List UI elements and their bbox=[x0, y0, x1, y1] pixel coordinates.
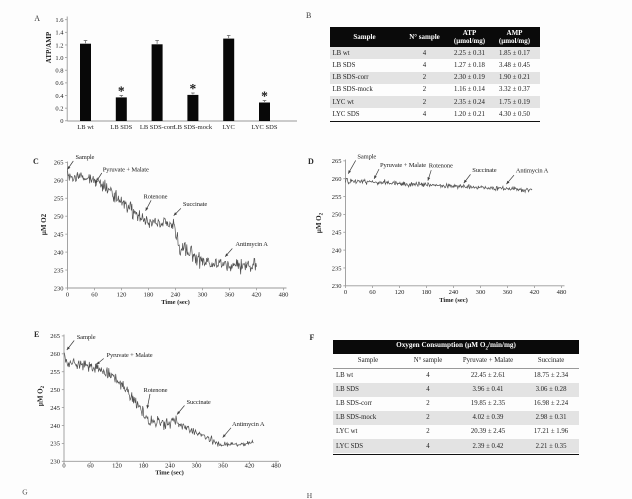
svg-text:300: 300 bbox=[476, 289, 486, 296]
svg-text:120: 120 bbox=[395, 289, 405, 296]
svg-text:360: 360 bbox=[218, 462, 228, 469]
svg-text:LB SDS-mock: LB SDS-mock bbox=[174, 124, 213, 131]
svg-text:LB SDS-corr: LB SDS-corr bbox=[140, 124, 175, 131]
svg-text:0.4: 0.4 bbox=[55, 93, 64, 100]
svg-text:255: 255 bbox=[50, 369, 60, 376]
svg-text:0.2: 0.2 bbox=[55, 105, 63, 112]
svg-text:245: 245 bbox=[50, 405, 60, 412]
svg-text:ATP/AMP: ATP/AMP bbox=[45, 31, 53, 63]
svg-text:255: 255 bbox=[54, 196, 64, 203]
svg-text:420: 420 bbox=[245, 462, 255, 469]
svg-text:1.0: 1.0 bbox=[55, 55, 63, 62]
svg-text:Succinate: Succinate bbox=[472, 167, 496, 174]
svg-text:Rotenone: Rotenone bbox=[144, 193, 168, 200]
svg-text:G: G bbox=[22, 488, 28, 497]
svg-text:μM O2: μM O2 bbox=[315, 212, 324, 233]
svg-text:230: 230 bbox=[332, 283, 342, 290]
svg-text:240: 240 bbox=[50, 423, 60, 430]
svg-text:300: 300 bbox=[198, 291, 208, 298]
svg-text:LB SDS: LB SDS bbox=[110, 124, 132, 131]
svg-text:60: 60 bbox=[87, 462, 94, 469]
svg-text:0.8: 0.8 bbox=[55, 68, 63, 75]
svg-text:Sample: Sample bbox=[357, 154, 376, 161]
svg-text:245: 245 bbox=[54, 231, 64, 238]
svg-text:240: 240 bbox=[165, 462, 175, 469]
svg-text:Antimycin A: Antimycin A bbox=[235, 241, 268, 248]
svg-text:Time (sec): Time (sec) bbox=[439, 297, 468, 304]
svg-text:B: B bbox=[306, 11, 311, 20]
svg-text:F: F bbox=[310, 333, 315, 342]
svg-text:360: 360 bbox=[503, 289, 513, 296]
svg-text:LYC SDS: LYC SDS bbox=[252, 124, 278, 131]
svg-text:0.6: 0.6 bbox=[55, 80, 64, 87]
svg-text:480: 480 bbox=[557, 289, 567, 296]
svg-text:μM O2: μM O2 bbox=[40, 213, 48, 235]
svg-text:360: 360 bbox=[225, 291, 235, 298]
svg-text:265: 265 bbox=[54, 160, 64, 167]
svg-text:180: 180 bbox=[422, 289, 432, 296]
svg-text:245: 245 bbox=[332, 230, 342, 237]
svg-text:Pyruvate + Malate: Pyruvate + Malate bbox=[107, 352, 153, 359]
svg-text:1.2: 1.2 bbox=[55, 42, 63, 49]
svg-text:0: 0 bbox=[60, 118, 63, 125]
svg-text:Antimycin A: Antimycin A bbox=[516, 167, 549, 174]
svg-text:Succinate: Succinate bbox=[183, 201, 207, 208]
svg-text:D: D bbox=[308, 157, 314, 166]
svg-text:235: 235 bbox=[54, 267, 64, 274]
svg-text:230: 230 bbox=[54, 285, 64, 292]
svg-text:250: 250 bbox=[54, 214, 64, 221]
svg-text:μM O2: μM O2 bbox=[37, 385, 46, 406]
svg-text:0: 0 bbox=[66, 291, 69, 298]
svg-text:Time (sec): Time (sec) bbox=[161, 299, 190, 306]
svg-text:240: 240 bbox=[54, 249, 64, 256]
svg-text:420: 420 bbox=[252, 291, 262, 298]
svg-text:LYC: LYC bbox=[223, 124, 235, 131]
svg-text:H: H bbox=[307, 491, 313, 499]
svg-text:240: 240 bbox=[449, 289, 459, 296]
svg-text:Pyruvate + Malate: Pyruvate + Malate bbox=[103, 167, 149, 174]
svg-text:Succinate: Succinate bbox=[187, 399, 211, 406]
svg-text:230: 230 bbox=[50, 459, 60, 466]
svg-text:480: 480 bbox=[279, 291, 289, 298]
svg-text:180: 180 bbox=[144, 291, 154, 298]
svg-text:C: C bbox=[33, 157, 39, 166]
svg-text:180: 180 bbox=[139, 462, 149, 469]
svg-text:Rotenone: Rotenone bbox=[144, 387, 168, 394]
svg-text:Sample: Sample bbox=[76, 154, 95, 161]
svg-text:Pyruvate + Malate: Pyruvate + Malate bbox=[380, 162, 426, 169]
svg-text:265: 265 bbox=[50, 333, 60, 340]
svg-text:260: 260 bbox=[50, 351, 60, 358]
svg-text:*: * bbox=[118, 84, 125, 99]
svg-text:0: 0 bbox=[344, 289, 347, 296]
svg-text:60: 60 bbox=[369, 289, 376, 296]
svg-text:1.6: 1.6 bbox=[55, 17, 64, 24]
svg-text:60: 60 bbox=[91, 291, 98, 298]
svg-text:A: A bbox=[34, 14, 40, 23]
svg-text:*: * bbox=[190, 81, 197, 96]
svg-text:480: 480 bbox=[271, 462, 281, 469]
svg-text:LB wt: LB wt bbox=[77, 124, 94, 131]
svg-text:250: 250 bbox=[50, 387, 60, 394]
svg-text:Time (sec): Time (sec) bbox=[155, 469, 184, 476]
svg-text:Antimycin A: Antimycin A bbox=[232, 421, 265, 428]
svg-text:240: 240 bbox=[332, 247, 342, 254]
svg-text:255: 255 bbox=[332, 194, 342, 201]
svg-text:265: 265 bbox=[332, 158, 342, 165]
svg-text:260: 260 bbox=[332, 176, 342, 183]
svg-text:Sample: Sample bbox=[77, 334, 96, 341]
svg-text:120: 120 bbox=[117, 291, 127, 298]
svg-text:0: 0 bbox=[62, 462, 65, 469]
svg-text:240: 240 bbox=[171, 291, 181, 298]
svg-text:260: 260 bbox=[54, 178, 64, 185]
svg-text:*: * bbox=[261, 89, 268, 104]
svg-text:300: 300 bbox=[192, 462, 202, 469]
svg-text:250: 250 bbox=[332, 212, 342, 219]
svg-text:E: E bbox=[34, 330, 39, 339]
svg-text:1.4: 1.4 bbox=[55, 30, 64, 37]
svg-text:420: 420 bbox=[530, 289, 540, 296]
svg-text:235: 235 bbox=[332, 265, 342, 272]
svg-text:235: 235 bbox=[50, 441, 60, 448]
svg-text:120: 120 bbox=[112, 462, 122, 469]
svg-text:Rotenone: Rotenone bbox=[429, 163, 453, 170]
